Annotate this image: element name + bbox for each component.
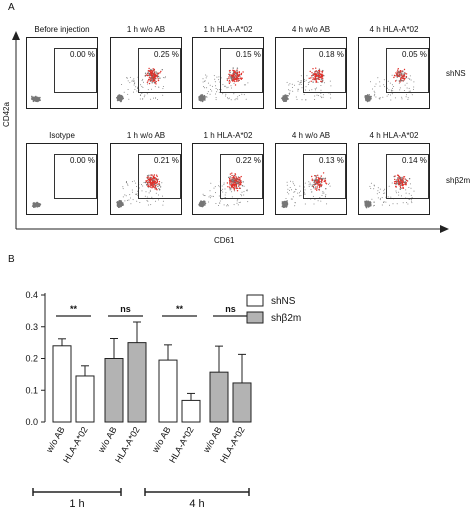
flow-scatter-plot <box>198 67 249 103</box>
flow-panel-title: 4 h HLA-A*02 <box>369 25 419 34</box>
x-tick-label: w/o AB <box>44 425 67 455</box>
x-tick-label: w/o AB <box>96 425 119 455</box>
flow-scatter-panel: 0.22 % <box>192 143 264 215</box>
group-label: 4 h <box>189 498 204 510</box>
flow-gate-box <box>386 48 429 93</box>
flow-panel-title: Before injection <box>34 25 90 34</box>
bar <box>158 359 178 423</box>
flow-scatter-plot <box>364 68 415 103</box>
flow-scatter-plot <box>116 67 166 103</box>
y-tick-label: 0.4 <box>25 290 38 300</box>
flow-panel-title: 1 h w/o AB <box>126 131 166 140</box>
flow-scatter-panel: 0.00 % <box>26 143 98 215</box>
flow-gate-box <box>138 48 181 93</box>
flow-gate-value: 0.18 % <box>319 50 344 59</box>
significance-label: ** <box>176 304 184 314</box>
flow-gate-box <box>220 48 263 93</box>
legend-swatch <box>246 294 264 307</box>
flow-scatter-panel: 0.13 % <box>275 143 347 215</box>
x-tick-label: w/o AB <box>201 425 224 455</box>
y-tick-label: 0.1 <box>25 385 38 395</box>
bar <box>127 342 147 423</box>
flow-scatter-plot <box>281 67 332 103</box>
flow-scatter-plot <box>198 172 249 208</box>
group-label: 1 h <box>69 498 84 510</box>
flow-scatter-plot <box>30 95 41 103</box>
flow-panel-title: Isotype <box>49 131 75 140</box>
y-tick-label: 0.3 <box>25 322 38 332</box>
flow-gate-value: 0.00 % <box>70 156 95 165</box>
flow-scatter-panel: 0.14 % <box>358 143 430 215</box>
y-axis-label-cd42a: CD42a <box>1 102 11 127</box>
legend-swatch <box>246 311 264 324</box>
flow-scatter-panel: 0.18 % <box>275 37 347 109</box>
flow-panel-title: 4 h w/o AB <box>291 131 331 140</box>
flow-scatter-plot <box>31 201 42 208</box>
x-axis-label-cd61: CD61 <box>214 236 235 245</box>
flow-panel-title: 1 h HLA-A*02 <box>203 25 253 34</box>
flow-row-label: shNS <box>446 69 466 78</box>
flow-panel-title: 1 h w/o AB <box>126 25 166 34</box>
bar <box>52 345 72 423</box>
flow-panel-title: 4 h HLA-A*02 <box>369 131 419 140</box>
flow-gate-value: 0.00 % <box>70 50 95 59</box>
flow-panel-title: 1 h HLA-A*02 <box>203 131 253 140</box>
flow-panel-title: 4 h w/o AB <box>291 25 331 34</box>
flow-gate-value: 0.22 % <box>236 156 261 165</box>
significance-label: ns <box>225 304 236 314</box>
legend-label: shNS <box>271 296 296 307</box>
panel-b-label: B <box>8 254 15 265</box>
flow-scatter-panel: 0.00 % <box>26 37 98 109</box>
y-tick-label: 0.0 <box>25 417 38 427</box>
flow-scatter-plot <box>364 174 415 209</box>
bar <box>232 382 252 423</box>
flow-gate-value: 0.14 % <box>402 156 427 165</box>
flow-gate-box <box>54 48 97 93</box>
flow-gate-box <box>303 48 346 93</box>
flow-gate-value: 0.05 % <box>402 50 427 59</box>
bar <box>75 375 95 423</box>
flow-scatter-panel: 0.15 % <box>192 37 264 109</box>
flow-scatter-plot <box>116 174 164 208</box>
flow-scatter-panel: 0.21 % <box>110 143 182 215</box>
flow-scatter-plot <box>281 172 331 209</box>
x-tick-label: w/o AB <box>150 425 173 455</box>
flow-gate-value: 0.15 % <box>236 50 261 59</box>
flow-gate-value: 0.25 % <box>154 50 179 59</box>
significance-label: ** <box>70 304 78 314</box>
flow-gate-box <box>386 154 429 199</box>
flow-scatter-panel: 0.05 % <box>358 37 430 109</box>
flow-row-label: shβ2m <box>446 176 471 185</box>
bar <box>104 358 124 423</box>
flow-x-arrow <box>440 225 449 233</box>
flow-figure-axes <box>12 31 449 233</box>
bar <box>181 399 201 423</box>
flow-gate-value: 0.13 % <box>319 156 344 165</box>
flow-gate-box <box>138 154 181 199</box>
flow-scatter-panel: 0.25 % <box>110 37 182 109</box>
y-tick-label: 0.2 <box>25 354 38 364</box>
significance-label: ns <box>120 304 131 314</box>
flow-gate-value: 0.21 % <box>154 156 179 165</box>
flow-gate-box <box>303 154 346 199</box>
flow-gate-box <box>54 154 97 199</box>
flow-y-arrow <box>12 31 20 40</box>
flow-gate-box <box>220 154 263 199</box>
legend-label: shβ2m <box>271 313 301 324</box>
bar <box>209 371 229 423</box>
panel-a-label: A <box>8 2 15 13</box>
